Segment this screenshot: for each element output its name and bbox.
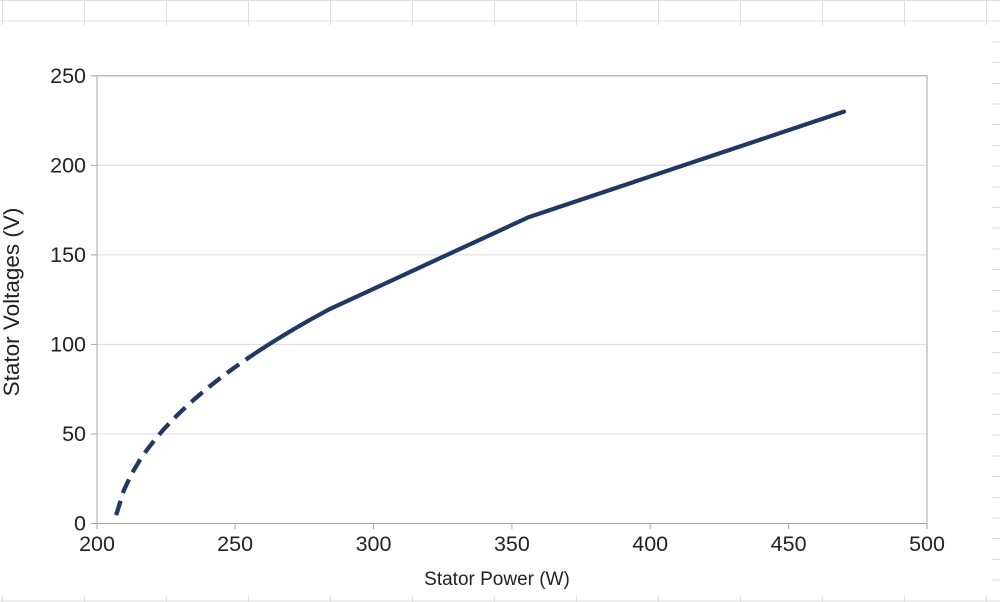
svg-text:Stator Power (W): Stator Power (W) (424, 569, 570, 590)
svg-text:250: 250 (50, 64, 86, 88)
svg-text:350: 350 (494, 532, 530, 556)
svg-text:250: 250 (217, 532, 253, 556)
svg-text:200: 200 (50, 154, 86, 178)
svg-text:400: 400 (632, 532, 668, 556)
svg-text:150: 150 (50, 243, 86, 267)
svg-text:50: 50 (62, 422, 86, 446)
svg-text:500: 500 (909, 532, 945, 556)
svg-text:Stator Voltages (V): Stator Voltages (V) (0, 208, 24, 397)
svg-text:200: 200 (79, 532, 115, 556)
svg-text:450: 450 (771, 532, 807, 556)
svg-text:100: 100 (50, 333, 86, 357)
svg-text:300: 300 (356, 532, 392, 556)
